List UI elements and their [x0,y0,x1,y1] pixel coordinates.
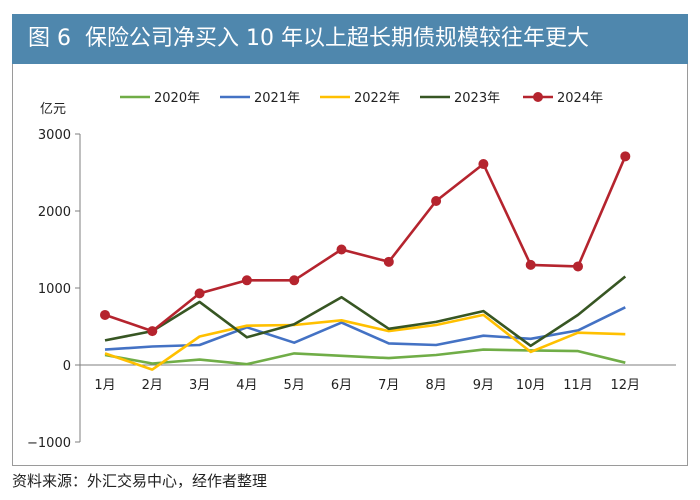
series-line-2022年 [104,313,626,371]
data-point-2024年 [478,159,489,170]
legend-label: 2021年 [254,91,300,106]
data-point-2024年 [525,259,536,270]
y-tick-label: 3000 [38,128,71,143]
data-point-2024年 [620,151,631,162]
series-line-2024年 [104,155,627,333]
x-tick-label: 8月 [425,378,446,393]
source-note: 资料来源：外汇交易中心，经作者整理 [12,472,268,490]
legend-label: 2022年 [354,91,400,106]
x-tick-label: 7月 [378,378,399,393]
line-chart: 2020年 2021年 2022年 2023年 2024年 亿元 −1000 0 1000 2… [27,91,676,451]
figure-number: 图 6 [28,26,71,51]
data-point-2024年 [573,261,583,272]
x-tick-label: 6月 [331,378,352,393]
data-point-2024年 [336,244,347,255]
x-tick-label: 2月 [142,378,163,393]
x-tick-label: 9月 [473,378,494,393]
figure-title-bar: 图 6 保险公司净买入 10 年以上超长期债规模较往年更大 [12,14,688,64]
y-axis-label: 亿元 [40,102,66,117]
legend-label: 2023年 [454,91,500,106]
data-point-2024年 [194,288,205,299]
x-tick-label: 1月 [94,378,115,393]
y-tick-label: 1000 [38,282,71,297]
chart-series [100,151,631,371]
y-tick-label: −1000 [27,436,71,451]
y-tick-label: 2000 [38,205,71,220]
x-tick-label: 3月 [189,378,210,393]
x-tick-label: 12月 [611,378,641,393]
data-point-2024年 [100,309,110,320]
x-tick-label: 5月 [284,378,305,393]
legend-label: 2024年 [557,91,603,106]
x-tick-label: 11月 [563,378,593,393]
data-point-2024年 [431,195,442,206]
y-tick-label: 0 [63,359,71,374]
data-point-2024年 [289,275,300,286]
legend-label: 2020年 [154,91,200,106]
series-line-2020年 [104,348,626,366]
chart-axes: −1000 0 1000 2000 3000 1月 2月 3月 4月 5月 6月 7月 8月 9月 10月 1… [27,128,676,451]
legend-marker [533,92,543,102]
data-point-2024年 [241,275,252,286]
figure-title: 保险公司净买入 10 年以上超长期债规模较往年更大 [85,26,589,51]
x-tick-label: 10月 [516,378,546,393]
data-point-2024年 [383,256,394,267]
chart-legend: 2020年 2021年 2022年 2023年 2024年 [120,91,603,106]
series-line-2023年 [104,275,627,348]
series-line-2021年 [104,306,626,351]
data-point-2024年 [147,326,158,337]
x-tick-label: 4月 [236,378,257,393]
